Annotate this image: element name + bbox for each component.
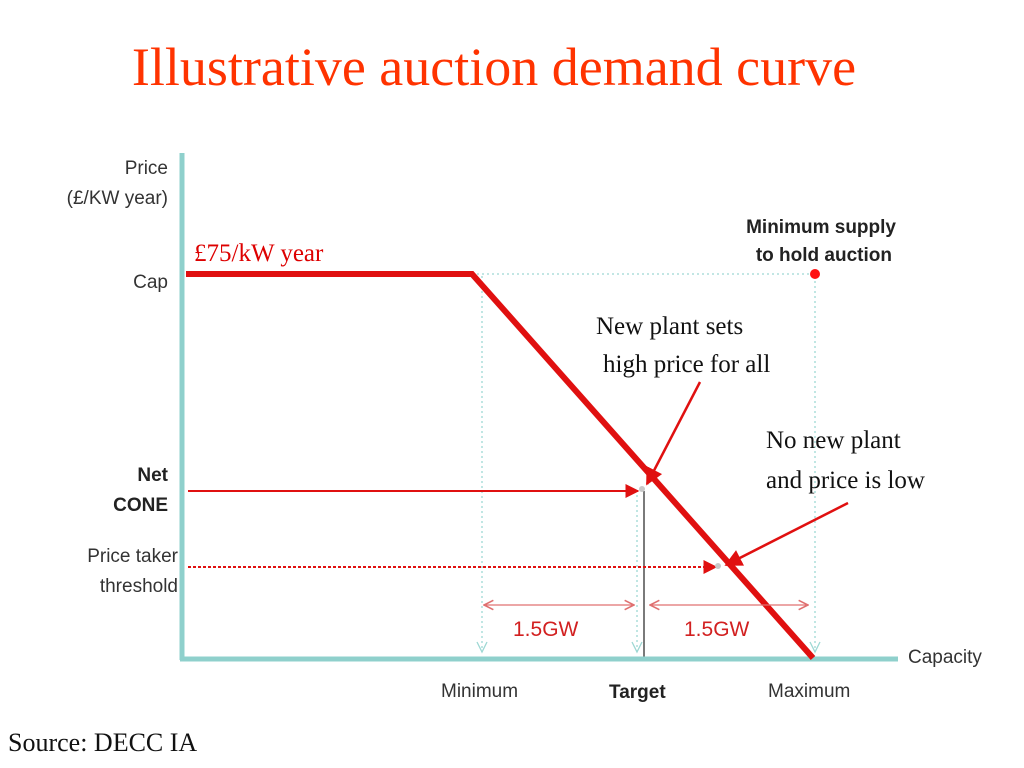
gap-right-label: 1.5GW [684,618,750,641]
x-axis-label: Capacity [908,647,982,668]
source-note: Source: DECC IA [8,728,198,757]
y-tick-net: Net [137,465,168,486]
gap-left-label: 1.5GW [513,618,579,641]
no-new-plant-label-line2: and price is low [766,467,925,494]
minimum-supply-point [810,269,820,279]
slide-title: Illustrative auction demand curve [131,37,857,97]
new-plant-label-line2: high price for all [603,351,771,378]
y-tick-cone: CONE [113,495,168,516]
demand-curve [186,271,816,660]
min-supply-label-line1: Minimum supply [746,217,896,238]
no-new-plant-callout-arrow [724,501,849,567]
min-supply-label-line2: to hold auction [755,245,892,266]
maximum-guide-chevron [809,641,821,654]
threshold-point [715,563,721,569]
y-tick-cap: Cap [133,272,168,293]
new-plant-callout-arrow [645,381,702,486]
x-tick-target: Target [609,682,666,703]
y-tick-price-taker: Price taker [87,546,178,567]
target-point [639,486,645,492]
y-axis-label-line1: Price [124,158,168,179]
y-axis-label-line2: (£/KW year) [66,188,168,209]
x-tick-minimum: Minimum [441,681,519,702]
new-plant-label-line1: New plant sets [596,313,744,340]
cap-value-label: £75/kW year [194,240,324,267]
minimum-guide-chevron [476,641,488,654]
x-tick-maximum: Maximum [768,681,851,702]
target-guide-chevron [631,641,643,654]
y-tick-threshold: threshold [99,576,178,597]
no-new-plant-label-line1: No new plant [766,427,901,454]
